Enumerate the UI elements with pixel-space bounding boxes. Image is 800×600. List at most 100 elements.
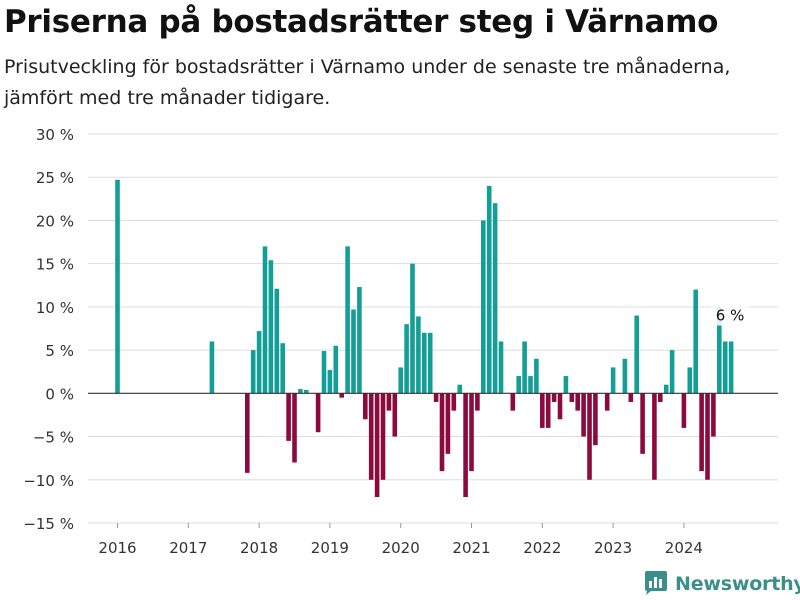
- bar: [398, 367, 403, 394]
- y-tick-label: 25 %: [36, 169, 74, 187]
- gridlines: [88, 133, 778, 524]
- bar: [327, 369, 333, 394]
- y-tick-label: −15 %: [23, 515, 74, 533]
- x-tick-label: 2023: [594, 539, 632, 557]
- y-tick-label: 30 %: [36, 126, 74, 144]
- last-value-label: 6 %: [716, 306, 745, 324]
- bar: [374, 393, 380, 498]
- bar: [522, 341, 527, 394]
- bar: [115, 179, 120, 394]
- bar: [451, 393, 457, 411]
- y-axis-tick-labels: 30 % 25 % 20 % 15 % 10 % 5 % 0 % −5 % −10 % −15 %: [23, 126, 74, 533]
- bar: [693, 289, 698, 394]
- bar: [622, 358, 628, 394]
- chart-title: Priserna på bostadsrätter steg i Värnamo: [4, 4, 719, 40]
- bar: [728, 341, 734, 394]
- x-tick-label: 2016: [98, 539, 136, 557]
- bar: [416, 316, 421, 394]
- bar: [445, 393, 451, 454]
- bar: [351, 309, 356, 394]
- bar: [333, 345, 339, 394]
- bar: [357, 287, 362, 394]
- bar: [486, 185, 492, 394]
- bar: [292, 393, 297, 463]
- bar: [699, 393, 704, 472]
- bar: [386, 393, 392, 411]
- bar: [722, 341, 728, 394]
- x-tick-label: 2018: [240, 539, 278, 557]
- bar: [433, 393, 439, 402]
- bar: [410, 263, 415, 394]
- bar: [380, 393, 386, 480]
- bar: [687, 367, 693, 394]
- bar: [510, 393, 516, 411]
- bar: [575, 393, 580, 411]
- bars: [115, 179, 734, 498]
- bar: [587, 393, 592, 480]
- x-tick-label: 2022: [523, 539, 561, 557]
- bar: [280, 343, 285, 394]
- bar: [363, 393, 368, 420]
- bar: [551, 393, 557, 402]
- newsworthy-logo: Newsworthy: [643, 570, 800, 598]
- bar: [534, 358, 539, 394]
- bar: [640, 393, 645, 454]
- y-tick-label: 10 %: [36, 299, 74, 317]
- bar: [717, 306, 722, 394]
- bar: [557, 393, 563, 420]
- bar: [545, 393, 551, 428]
- y-tick-label: 20 %: [36, 212, 74, 230]
- bar: [392, 393, 398, 437]
- y-tick-label: −5 %: [33, 429, 74, 447]
- bar: [652, 393, 657, 480]
- bar: [563, 376, 569, 394]
- bar: [209, 341, 215, 394]
- bar: [321, 350, 327, 394]
- bar: [540, 393, 545, 428]
- bar: [245, 393, 250, 473]
- bar: [404, 324, 409, 394]
- bar: [481, 220, 486, 394]
- bar: [669, 350, 675, 394]
- bar: [457, 384, 462, 394]
- y-tick-label: 0 %: [45, 385, 74, 403]
- bar: [681, 393, 687, 428]
- chart-subtitle: Prisutveckling för bostadsrätter i Värna…: [4, 56, 731, 109]
- bar: [658, 393, 663, 402]
- y-tick-label: 15 %: [36, 256, 74, 274]
- bar: [315, 393, 321, 433]
- y-tick-label: −10 %: [23, 472, 74, 490]
- y-tick-label: 5 %: [45, 342, 74, 360]
- bar: [286, 393, 291, 441]
- x-tick-label: 2020: [382, 539, 420, 557]
- bar: [634, 315, 639, 394]
- bar: [705, 393, 710, 480]
- bar: [339, 393, 344, 398]
- bar: [304, 389, 309, 394]
- x-tick-label: 2024: [665, 539, 703, 557]
- bar: [463, 393, 468, 498]
- bar: [475, 393, 480, 411]
- bar: [469, 393, 474, 472]
- bar: [516, 376, 521, 394]
- bar: [604, 393, 610, 411]
- bar-chart-logo-icon: [643, 569, 669, 599]
- bar: [439, 393, 445, 472]
- bar: [711, 393, 716, 437]
- bar: [498, 341, 504, 394]
- bar: [268, 260, 274, 394]
- bar: [368, 393, 374, 480]
- bar: [663, 384, 669, 394]
- x-tick-label: 2021: [452, 539, 490, 557]
- x-tick-label: 2019: [311, 539, 349, 557]
- bar: [422, 332, 427, 394]
- bar: [593, 393, 598, 446]
- annotation: 6 %: [711, 303, 750, 326]
- bar: [581, 393, 586, 437]
- bar: [298, 389, 303, 394]
- brand-name: Newsworthy: [675, 573, 800, 595]
- bar: [256, 331, 262, 394]
- x-axis-tick-labels: 2016 2017 2018 2019 2020 2021 2022 2023 2024: [98, 523, 703, 557]
- bar: [628, 393, 634, 402]
